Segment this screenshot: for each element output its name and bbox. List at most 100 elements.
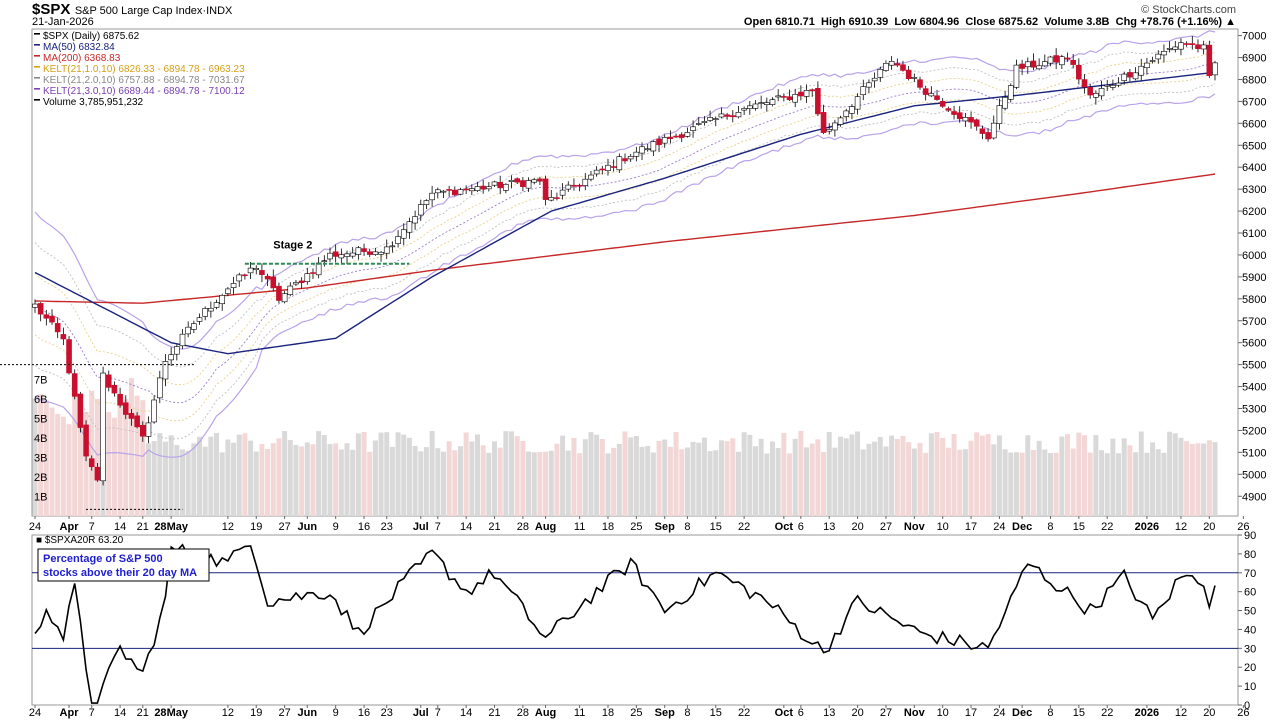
volume-bar (866, 443, 872, 516)
candle-body (372, 251, 379, 255)
candle-body (956, 112, 963, 120)
candle-body (939, 101, 946, 107)
volume-value: 3.8B (1086, 16, 1110, 28)
candle-body (1166, 48, 1173, 50)
candle-body (434, 189, 441, 194)
candle-body (219, 295, 226, 305)
volume-bar (798, 430, 804, 516)
candle-body (1178, 42, 1184, 50)
x-tick-label: 21 (137, 707, 149, 719)
candle-body (88, 458, 95, 468)
candle-body (491, 181, 498, 186)
x-tick-label: 21 (137, 521, 149, 533)
x-tick-label: 7 (89, 707, 95, 719)
price-tick-label: 5700 (1242, 316, 1266, 328)
candle-body (520, 180, 526, 188)
volume-bar (605, 453, 611, 516)
volume-tick-label: 4B (34, 433, 47, 445)
price-tick-label: 7000 (1242, 31, 1266, 43)
breadth-tick-label: 90 (1244, 530, 1256, 542)
candle-body (191, 323, 197, 330)
candle-body (1036, 65, 1042, 70)
candle-body (497, 182, 503, 189)
candle-body (315, 262, 322, 276)
volume-tick-label: 1B (34, 492, 47, 504)
breadth-tick-label: 60 (1244, 587, 1256, 599)
candle-body (395, 236, 401, 244)
legend-entry: KELT(21,1.0,10) 6826.33 - 6894.78 - 6963… (43, 64, 245, 75)
price-tick-label: 6300 (1242, 184, 1266, 196)
x-tick-label: 15 (710, 707, 722, 719)
candle-body (1144, 62, 1150, 69)
x-tick-label: 16 (358, 521, 370, 533)
volume-bar (656, 440, 662, 516)
volume-bars (32, 378, 1218, 516)
legend-swatch (34, 88, 40, 90)
candles (32, 36, 1218, 486)
candle-body (786, 96, 793, 101)
volume-bar (1002, 449, 1008, 516)
volume-bar (355, 433, 361, 516)
candle-body (661, 137, 668, 144)
volume-bar (60, 416, 66, 516)
volume-bar (475, 434, 480, 516)
high-value: 6910.39 (848, 16, 889, 28)
x-tick-label: 24 (993, 707, 1005, 719)
x-tick-label: 2026 (1135, 521, 1159, 533)
x-tick-label-part: 28 (154, 707, 166, 719)
volume-bar (248, 440, 254, 516)
volume-bar (1155, 449, 1161, 516)
x-tick-label: 12 (1175, 521, 1187, 533)
volume-bar (219, 452, 225, 516)
x-tick-label: 8 (684, 707, 690, 719)
candle-body (809, 89, 816, 92)
volume-bar (1025, 435, 1031, 516)
volume-bar (259, 444, 265, 516)
volume-bar (423, 447, 429, 516)
x-tick-label: 9 (333, 707, 339, 719)
volume-bar (77, 404, 83, 516)
legend-entry: KELT(21,2.0,10) 6757.88 - 6894.78 - 7031… (43, 75, 245, 86)
candle-body (361, 248, 367, 252)
breadth-panel: 0 10 20 30 40 50 60 70 80 90 ■ $SPXA20R 63.20 Perce… (32, 530, 1256, 712)
candle-body (139, 425, 146, 437)
volume-tick-label: 2B (34, 472, 47, 484)
volume-bar (917, 442, 923, 516)
volume-bar (662, 439, 668, 516)
volume-bar (996, 435, 1002, 516)
watermark[interactable]: © StockCharts.com (1141, 4, 1236, 16)
candle-body (378, 251, 384, 255)
volume-bar (815, 439, 821, 516)
volume-bar (452, 450, 458, 516)
legend-swatch (34, 77, 40, 79)
candle-body (1030, 60, 1037, 68)
volume-bar (985, 434, 991, 516)
candle-body (1064, 57, 1071, 60)
candle-body (230, 283, 237, 288)
volume-bar (639, 446, 645, 516)
breadth-tick-label: 40 (1244, 624, 1256, 636)
candle-body (815, 87, 821, 115)
candle-body (117, 393, 123, 406)
volume-bar (1030, 449, 1036, 516)
x-tick-label: 14 (460, 521, 472, 533)
candle-body (554, 197, 560, 199)
candle-body (429, 192, 435, 201)
candle-body (945, 108, 952, 111)
volume-bar (577, 453, 583, 516)
close-value: 6875.62 (998, 16, 1039, 28)
candle-body (673, 135, 679, 138)
candle-body (486, 186, 492, 190)
candle-body (843, 110, 850, 117)
symbol: $SPX (32, 1, 71, 18)
candle-body (1098, 88, 1105, 97)
x-tick-label: Apr (60, 707, 80, 719)
candle-body (37, 303, 44, 315)
candle-body (417, 204, 424, 216)
candle-body (253, 268, 260, 271)
candle-body (457, 189, 464, 195)
candle-body (94, 466, 101, 481)
breadth-tick-label: 0 (1244, 700, 1250, 712)
volume-bar (191, 443, 197, 516)
